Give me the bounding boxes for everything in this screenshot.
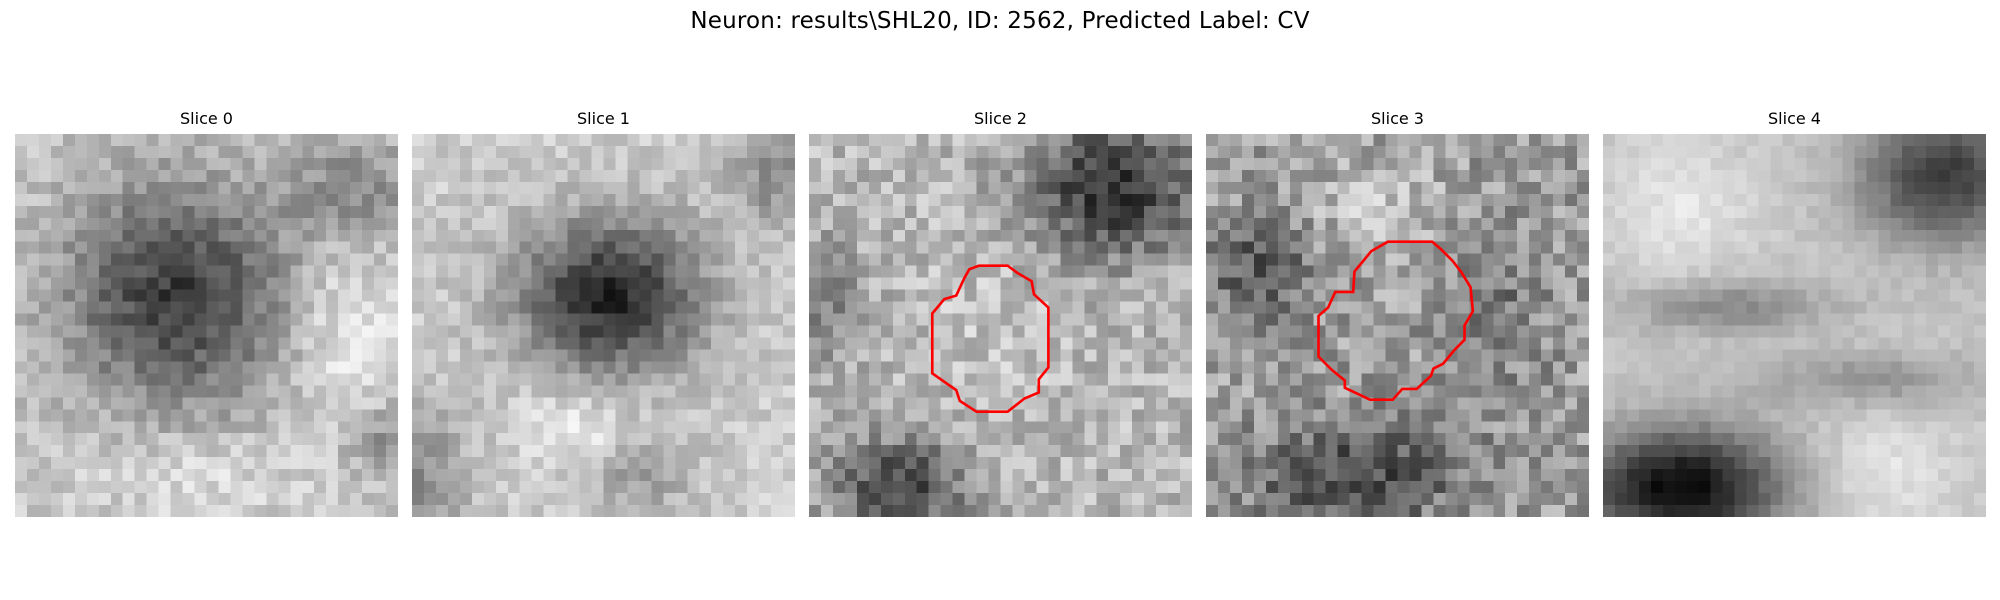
slice-title-4: Slice 4 bbox=[1768, 109, 1821, 128]
slice-image-2 bbox=[809, 134, 1192, 517]
slice-panel-4: Slice 4 bbox=[1603, 108, 1986, 517]
figure-title: Neuron: results\SHL20, ID: 2562, Predict… bbox=[690, 8, 1310, 34]
roi-contour-3 bbox=[1317, 240, 1475, 402]
slice-title-0: Slice 0 bbox=[180, 109, 233, 128]
slice-image-0 bbox=[15, 134, 398, 517]
slice-image-1 bbox=[412, 134, 795, 517]
roi-contour-2 bbox=[930, 264, 1050, 413]
slice-title-1: Slice 1 bbox=[577, 109, 630, 128]
slice-image-4 bbox=[1603, 134, 1986, 517]
slice-panel-2: Slice 2 bbox=[809, 108, 1192, 517]
slice-panel-1: Slice 1 bbox=[412, 108, 795, 517]
slice-panel-3: Slice 3 bbox=[1206, 108, 1589, 517]
slice-image-3 bbox=[1206, 134, 1589, 517]
slice-panel-0: Slice 0 bbox=[15, 108, 398, 517]
slice-title-2: Slice 2 bbox=[974, 109, 1027, 128]
slice-title-3: Slice 3 bbox=[1371, 109, 1424, 128]
